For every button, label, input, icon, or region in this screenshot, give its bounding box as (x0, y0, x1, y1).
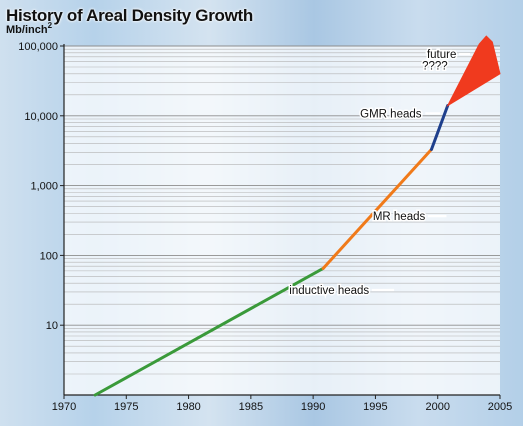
x-tick-label: 1995 (363, 401, 387, 413)
y-axis-label-superscript: 2 (48, 21, 53, 30)
chart-title: History of Areal Density Growth (6, 6, 254, 25)
x-tick-label: 1985 (239, 401, 263, 413)
plot-background (64, 46, 500, 395)
y-tick-label: 10 (46, 320, 58, 332)
y-tick-label: 10,000 (24, 111, 58, 123)
x-tick-label: 1975 (114, 401, 138, 413)
y-tick-label: 100 (40, 250, 58, 262)
future-label-halo: future (427, 49, 456, 61)
x-tick-label: 2000 (425, 401, 449, 413)
gmr-heads-label-halo: GMR heads (360, 108, 422, 120)
mr-heads-line (321, 147, 433, 270)
x-tick-label: 1980 (176, 401, 200, 413)
inductive-heads-label-halo: inductive heads (289, 285, 369, 297)
mr-heads-label: MR heads (373, 211, 426, 223)
y-tick-label: 100,000 (18, 41, 58, 53)
gmr-heads-line (429, 104, 450, 151)
future-question-marks-label-halo: ???? (422, 61, 448, 73)
gmr-heads-label: GMR heads (360, 108, 422, 120)
inductive-heads-line (93, 266, 325, 397)
future-question-marks-label: ???? (422, 61, 448, 73)
x-tick-label: 2005 (488, 401, 512, 413)
y-axis-label: Mb/inch2 (6, 21, 53, 36)
y-tick-label: 1,000 (30, 181, 58, 193)
future-label: future (427, 49, 456, 61)
inductive-heads-label: inductive heads (289, 285, 369, 297)
future-fan-area (446, 35, 501, 107)
x-tick-label: 1990 (301, 401, 325, 413)
x-tick-label: 1970 (52, 401, 76, 413)
mr-heads-label-halo: MR heads (373, 211, 426, 223)
